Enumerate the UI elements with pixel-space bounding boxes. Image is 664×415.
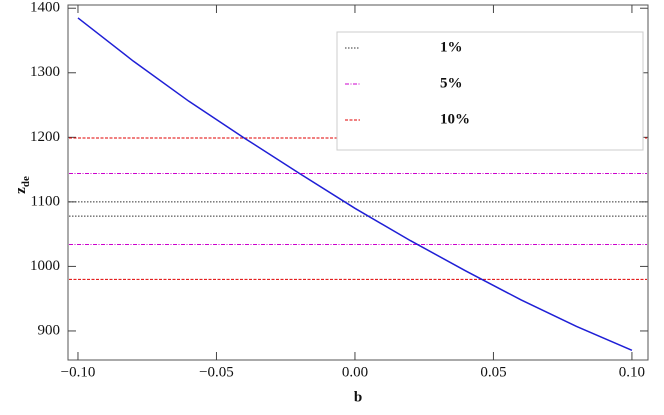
y-tick-label: 1200	[30, 129, 60, 145]
x-tick-label: 0.10	[619, 364, 645, 380]
y-axis-label: zde	[13, 176, 31, 194]
x-tick-label: −0.05	[199, 364, 234, 380]
curve	[77, 17, 633, 352]
x-tick-label: 0.00	[342, 364, 368, 380]
y-axis-label-sub: de	[20, 176, 32, 187]
legend-label: 5%	[440, 75, 463, 91]
legend-label: 10%	[440, 111, 470, 127]
x-tick-label: −0.10	[61, 364, 96, 380]
y-tick-label: 1300	[30, 64, 60, 80]
y-tick-label: 1100	[31, 193, 60, 209]
y-tick-label: 1000	[30, 258, 60, 274]
y-tick-label: 900	[38, 322, 61, 338]
legend-box	[336, 31, 644, 151]
legend-label: 1%	[440, 39, 463, 55]
y-axis-label-main: z	[13, 187, 29, 194]
x-axis-label: b	[354, 389, 362, 405]
x-tick-label: 0.05	[480, 364, 506, 380]
plot-frame	[67, 4, 649, 361]
y-tick-label: 1400	[30, 0, 60, 16]
